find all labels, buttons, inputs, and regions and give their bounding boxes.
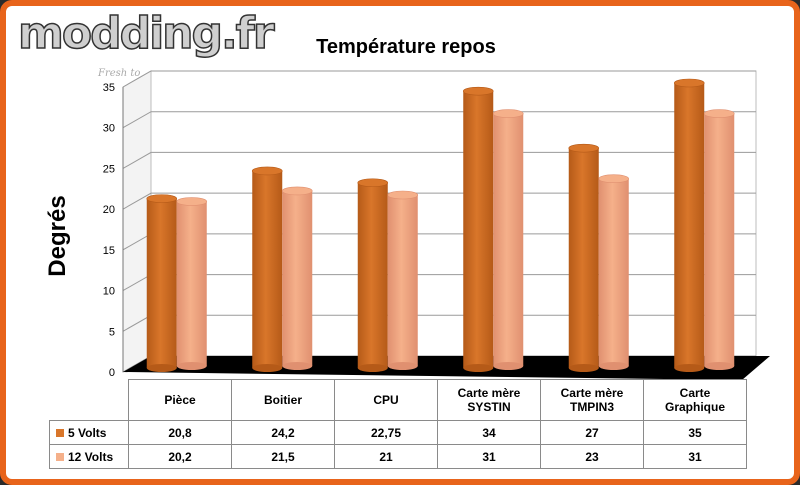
bar-12v [493,113,524,366]
bar-base [282,362,313,370]
data-table: Pièce Boitier CPU Carte mère SYSTIN Cart… [49,379,747,469]
bar-top [387,190,419,200]
table-header: Carte mère TMPIN3 [540,379,644,421]
table-cell: 27 [540,420,644,445]
table-cell: 20,2 [128,444,232,469]
bar-top [281,186,313,196]
table-cell: 31 [643,444,747,469]
table-row: 5 Volts 20,8 24,2 22,75 34 27 35 [49,420,747,445]
bar-5v [568,148,599,368]
y-tick-label: 10 [103,286,115,298]
y-tick-label: 15 [103,245,115,257]
bar-5v [357,182,388,368]
bar-base [704,362,735,370]
bar-5v [463,91,494,369]
y-tick-label: 0 [109,367,115,379]
bar-top [251,166,283,176]
table-cell: 21,5 [231,444,335,469]
bar-12v [176,201,207,366]
bar-base [674,364,705,372]
bar-5v [252,170,283,368]
table-cell: 34 [437,420,541,445]
bar-top [462,86,494,96]
bar-base [598,362,629,370]
y-tick-label: 5 [109,326,115,338]
bar-base [568,364,599,372]
bar-base [463,364,494,372]
table-cell: 20,8 [128,420,232,445]
y-tick-label: 20 [103,204,115,216]
table-cell: 24,2 [231,420,335,445]
bar-base [146,364,177,372]
y-tick-label: 35 [103,82,115,94]
bar-top [568,143,600,153]
chart-title: Température repos [316,36,496,58]
bar-top [176,197,208,206]
table-header-row: Pièce Boitier CPU Carte mère SYSTIN Cart… [50,379,747,421]
table-cell: 22,75 [334,420,438,445]
table-cell: 31 [437,444,541,469]
bar-base [493,362,524,370]
y-tick-label: 30 [103,123,115,135]
bar-5v [146,198,177,368]
bar-top [598,174,630,184]
bar-top [146,194,178,203]
table-cell: 23 [540,444,644,469]
gridline [122,151,756,169]
table-cell: 21 [334,444,438,469]
table-cell: 35 [643,420,747,445]
y-tick-label: 25 [103,163,115,175]
table-row: 12 Volts 20,2 21,5 21 31 23 31 [49,444,747,469]
legend-label: 5 Volts [68,425,107,440]
logo-tagline: Fresh to [98,68,141,79]
plot-area: 0 5 10 15 20 25 30 35 [103,70,770,380]
bar-top [357,178,389,188]
gridline [122,70,756,88]
legend-swatch-12v [56,453,64,462]
site-logo: modding.fr [17,8,275,59]
bar-12v [282,190,313,366]
bar-top [492,109,524,118]
back-wall [150,70,757,357]
bar-base [387,362,418,370]
bar-top [673,78,705,88]
bar-top [703,109,735,118]
table-header: Carte Graphique [643,379,747,421]
bar-12v [598,178,629,366]
chart-floor [123,356,770,380]
legend-swatch-5v [56,429,64,438]
table-header: CPU [334,379,438,421]
table-header: Boitier [231,379,335,421]
bar-base [176,362,207,370]
bar-12v [387,195,418,366]
bar-12v [704,113,735,366]
bar-base [252,364,283,372]
table-header: Pièce [128,379,232,421]
table-header: Carte mère SYSTIN [437,379,541,421]
bar-base [357,364,388,372]
gridline [122,111,756,129]
gridline [122,192,756,210]
bar-5v [674,83,705,368]
legend-label: 12 Volts [68,449,114,464]
